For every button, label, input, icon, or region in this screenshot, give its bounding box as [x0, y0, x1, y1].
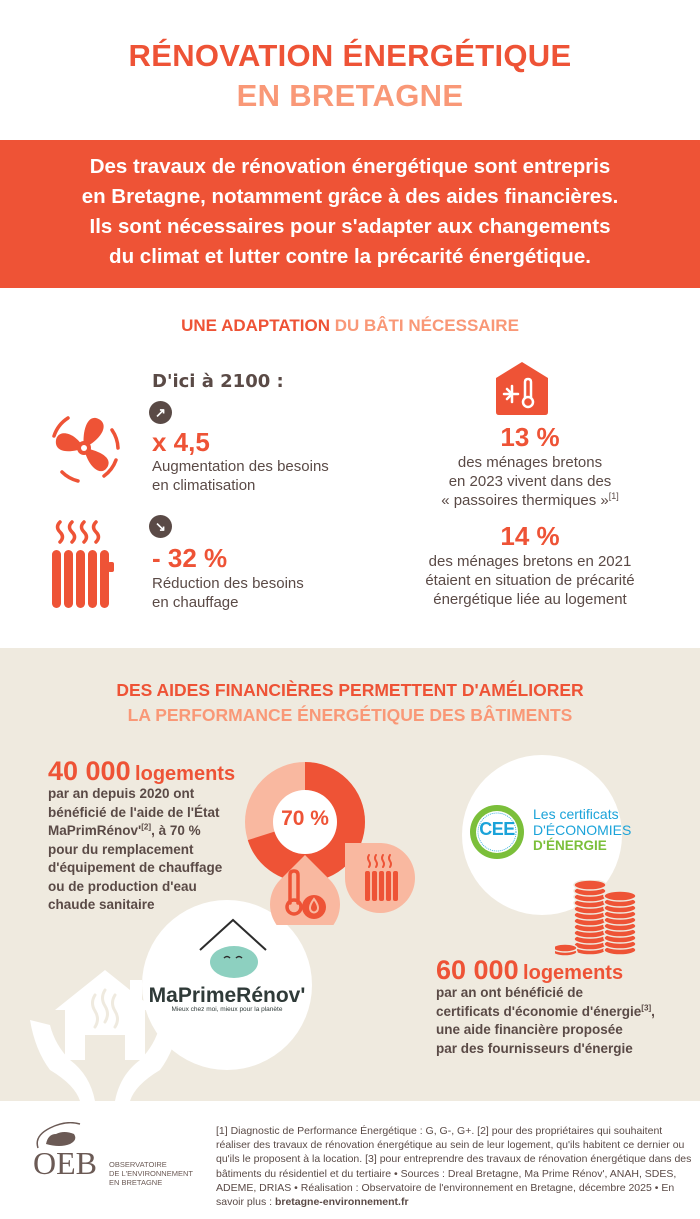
donut-label: 70 %: [281, 807, 329, 830]
intro-banner: Des travaux de rénovation énergétique so…: [0, 140, 700, 288]
section2-title-line1: DES AIDES FINANCIÈRES PERMETTENT D'AMÉLI…: [116, 680, 584, 700]
stat-chauffage-value: - 32 %: [152, 543, 228, 573]
header: RÉNOVATION ÉNERGÉTIQUE EN BRETAGNE: [0, 0, 700, 140]
maprimerenov-logo-tagline: Mieux chez moi, mieux pour la planète: [171, 1006, 283, 1013]
stat-chauffage-desc: Réduction des besoins en chauffage: [152, 575, 304, 611]
stat-cee-value: 60 000: [436, 955, 519, 985]
intro-line: Ils sont nécessaires pour s'adapter aux …: [89, 215, 611, 238]
maprimerenov-logo-name: MaPrimeRénov': [148, 984, 306, 1007]
footnote-ref: [2]: [141, 822, 152, 832]
oeb-logo-text: OBSERVATOIRE DE L'ENVIRONNEMENT EN BRETA…: [109, 1160, 193, 1187]
cee-logo-text: Les certificats D'ÉCONOMIES D'ÉNERGIE: [533, 806, 632, 853]
fan-icon: [52, 416, 120, 483]
oeb-brittany-map-icon: [36, 1122, 81, 1149]
thermometer-drop-icon: [270, 855, 340, 925]
maprimerenov-logo: [142, 900, 312, 1070]
arrow-down-right-icon: ↘: [149, 515, 172, 538]
stat-climatisation-desc: Augmentation des besoins en climatisatio…: [152, 458, 329, 494]
footnotes: [1] Diagnostic de Performance Énergétiqu…: [216, 1125, 692, 1209]
intro-line: Des travaux de rénovation énergétique so…: [89, 155, 611, 178]
coins-stack-icon: [555, 880, 637, 957]
radiator-drop-icon: [345, 843, 415, 913]
stat-climatisation-value: x 4,5: [152, 427, 210, 457]
intro-line: du climat et lutter contre la précarité …: [109, 245, 591, 268]
horizon-label: D'ici à 2100 :: [152, 371, 284, 392]
maprimerenov-house-smile-icon: [199, 918, 267, 978]
stat-passoires-value: 13 %: [500, 422, 560, 452]
house-thermometer-snowflake-icon: [496, 362, 548, 415]
footnote-ref: [1]: [608, 491, 619, 501]
radiator-icon: [52, 520, 114, 608]
stat-precarite: 14 % des ménages bretons en 2021 étaient…: [360, 521, 700, 609]
stat-maprimerenov: 40 000 logements par an depuis 2020 ont …: [48, 756, 236, 912]
cee-badge-text: CEE: [479, 819, 515, 839]
footnote-ref: [3]: [641, 1003, 652, 1012]
oeb-logo-acronym: OEB: [33, 1145, 97, 1181]
page-title-line1: RÉNOVATION ÉNERGÉTIQUE: [128, 38, 572, 73]
stat-precarite-value: 14 %: [500, 521, 560, 551]
stat-passoires: 13 % des ménages bretons en 2023 vivent …: [380, 422, 680, 510]
stat-maprimerenov-value: 40 000: [48, 756, 131, 786]
section2-title-line2: LA PERFORMANCE ÉNERGÉTIQUE DES BÂTIMENTS: [127, 705, 573, 725]
section1-title: UNE ADAPTATION DU BÂTI NÉCESSAIRE: [181, 316, 519, 335]
intro-line: en Bretagne, notamment grâce à des aides…: [81, 185, 619, 208]
page-title-line2: EN BRETAGNE: [236, 78, 464, 113]
cee-badge-icon: [470, 805, 524, 859]
stat-cee: 60 000 logements par an ont bénéficié de…: [436, 955, 655, 1056]
arrow-up-right-icon: ↗: [149, 401, 172, 424]
website-link[interactable]: bretagne-environnement.fr: [274, 1196, 409, 1209]
